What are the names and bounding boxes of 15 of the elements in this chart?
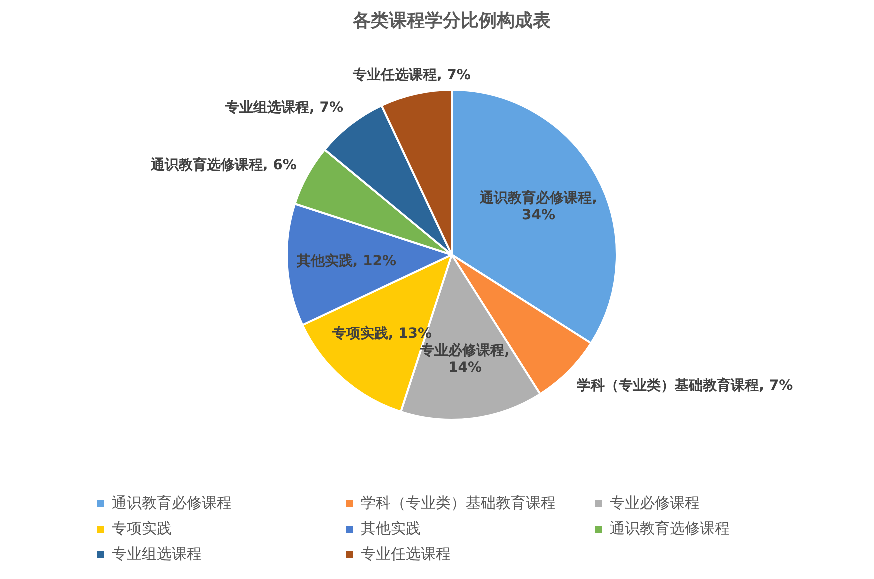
chart-title: 各类课程学分比例构成表	[352, 10, 551, 32]
legend-label: 学科（专业类）基础教育课程	[361, 494, 556, 512]
legend-label: 专业任选课程	[361, 544, 451, 563]
data-label: 通识教育选修课程, 6%	[150, 156, 297, 174]
data-label: 专业组选课程, 7%	[224, 99, 344, 116]
legend-label: 专业必修课程	[610, 494, 700, 512]
data-label: 其他实践, 12%	[296, 252, 396, 270]
data-label: 学科（专业类）基础教育课程, 7%	[577, 376, 794, 394]
legend-label: 通识教育选修课程	[610, 519, 730, 538]
data-label: 专业任选课程, 7%	[352, 66, 471, 84]
data-label: 通识教育必修课程, 34%	[479, 189, 598, 224]
legend-label: 专项实践	[112, 519, 172, 538]
legend-label: 其他实践	[361, 519, 421, 538]
legend-label: 通识教育必修课程	[112, 494, 232, 512]
legend-label: 专业组选课程	[112, 544, 202, 563]
